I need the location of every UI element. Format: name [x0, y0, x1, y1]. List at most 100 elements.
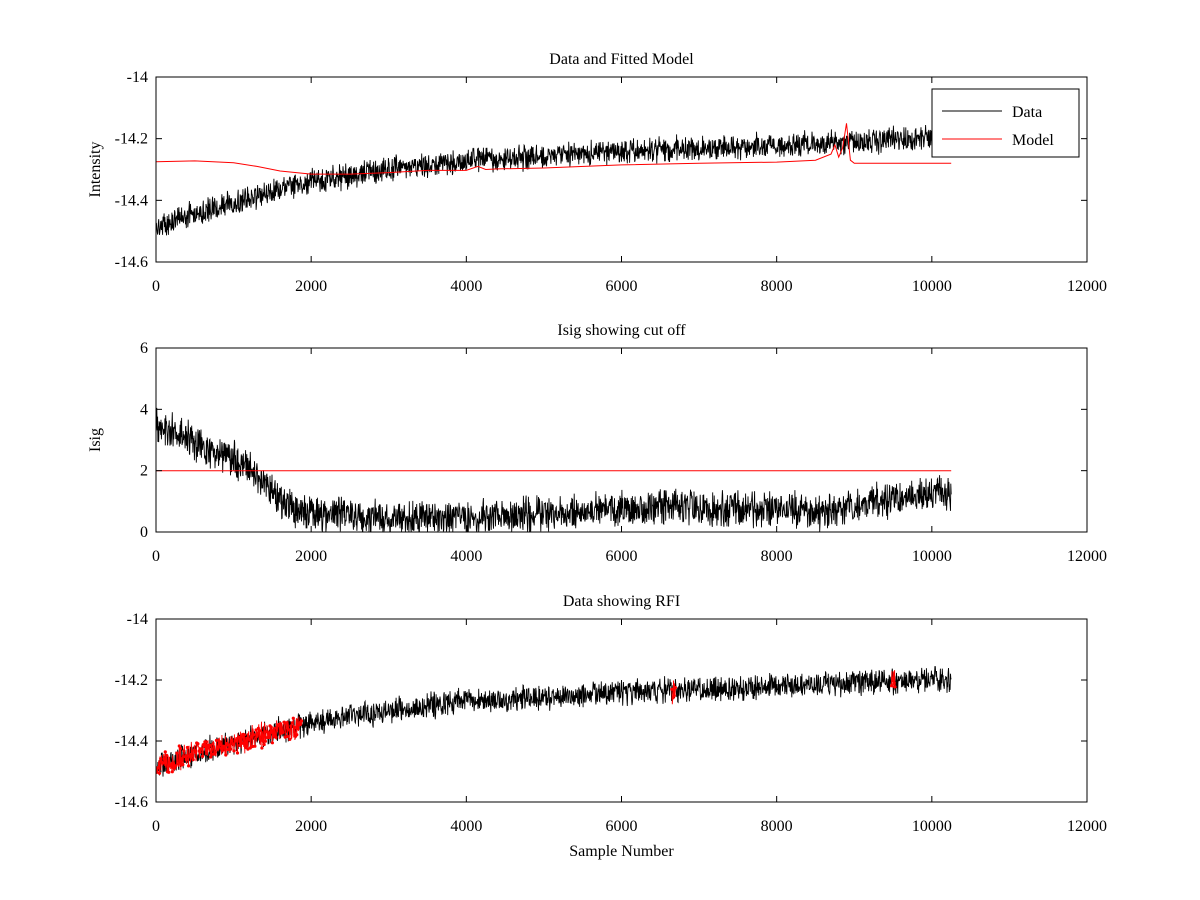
x-tick-label: 8000: [761, 818, 793, 835]
rfi-marker: [274, 735, 278, 739]
rfi-marker: [185, 745, 189, 750]
series-line-isig: [156, 407, 952, 532]
series-line-data: [156, 124, 952, 236]
plot-area: 0 2000 4000 6000 8000 10000 12000-14.6-14.4-14…: [87, 51, 1107, 860]
rfi-marker: [262, 742, 266, 747]
rfi-marker: [275, 726, 279, 730]
rfi-marker: [295, 733, 299, 737]
rfi-marker: [194, 750, 198, 755]
rfi-marker: [164, 753, 169, 758]
rfi-marker: [267, 735, 271, 740]
rfi-marker: [163, 750, 167, 754]
chart-title: Isig showing cut off: [557, 322, 686, 339]
rfi-marker: [198, 750, 202, 754]
series-group: [156, 407, 952, 532]
chart-title: Data showing RFI: [563, 593, 680, 610]
rfi-marker: [240, 741, 244, 745]
rfi-marker: [206, 746, 210, 750]
rfi-marker: [167, 770, 171, 774]
y-tick-label: -14: [127, 69, 148, 86]
rfi-marker: [202, 742, 206, 747]
rfi-marker: [209, 755, 213, 759]
rfi-marker: [670, 687, 674, 691]
x-tick-label: 12000: [1067, 278, 1107, 295]
rfi-marker: [173, 766, 177, 770]
rfi-marker: [196, 742, 200, 746]
x-tick-label: 2000: [295, 278, 327, 295]
rfi-marker: [228, 747, 233, 751]
rfi-marker: [672, 694, 676, 698]
rfi-marker: [289, 724, 293, 728]
rfi-marker: [255, 731, 259, 735]
rfi-marker: [214, 738, 219, 743]
rfi-marker: [235, 751, 240, 755]
rfi-marker: [177, 744, 181, 748]
y-tick-label: -14.4: [115, 192, 148, 209]
y-tick-label: -14.6: [115, 254, 148, 271]
rfi-marker: [182, 749, 186, 753]
rfi-marker: [253, 744, 257, 748]
rfi-marker: [269, 725, 273, 729]
y-tick-label: 6: [140, 340, 148, 357]
rfi-marker: [249, 735, 253, 739]
series-group: [156, 123, 952, 236]
x-tick-label: 8000: [761, 278, 793, 295]
y-tick-label: -14.4: [115, 733, 148, 750]
rfi-marker: [183, 755, 187, 759]
rfi-marker: [171, 762, 176, 766]
rfi-marker: [159, 757, 163, 761]
rfi-marker: [270, 741, 274, 745]
x-axis-label: Sample Number: [569, 843, 674, 860]
rfi-marker: [246, 747, 250, 751]
subplot-1: 0 2000 4000 6000 8000 10000 12000 -14.6 -14.4 -14…: [87, 51, 1107, 295]
subplot-3: 0 2000 4000 6000 8000 10000 12000 -14.6 -14.4 -14…: [115, 593, 1107, 860]
rfi-marker: [278, 722, 283, 726]
x-tick-label: 2000: [295, 548, 327, 565]
rfi-marker: [261, 739, 265, 743]
rfi-marker: [191, 758, 195, 762]
x-tick-label: 0: [152, 548, 160, 565]
rfi-marker: [170, 770, 174, 774]
x-tick-label: 8000: [761, 548, 793, 565]
rfi-marker: [258, 729, 262, 733]
rfi-marker: [281, 730, 285, 735]
rfi-marker: [299, 719, 304, 723]
rfi-marker: [892, 682, 896, 686]
rfi-marker: [232, 749, 236, 753]
rfi-marker: [245, 744, 249, 748]
rfi-marker: [230, 738, 234, 743]
rfi-marker: [174, 764, 178, 768]
rfi-marker: [234, 738, 238, 742]
rfi-marker: [254, 728, 258, 732]
rfi-marker: [260, 746, 264, 750]
rfi-marker: [190, 753, 194, 758]
x-tick-label: 10000: [912, 278, 952, 295]
rfi-marker: [211, 742, 215, 746]
rfi-marker: [217, 745, 221, 749]
rfi-marker: [298, 722, 302, 727]
rfi-marker: [227, 743, 231, 747]
rfi-marker: [673, 686, 678, 690]
y-tick-label: 4: [140, 401, 148, 418]
series-line-model: [156, 123, 952, 175]
rfi-marker: [219, 746, 223, 751]
rfi-marker: [287, 728, 291, 732]
y-tick-label: -14.2: [115, 672, 148, 689]
x-tick-label: 6000: [606, 818, 638, 835]
rfi-marker: [199, 747, 203, 751]
rfi-marker: [213, 750, 217, 754]
rfi-marker: [220, 749, 224, 753]
rfi-marker: [176, 762, 180, 766]
chart-title: Data and Fitted Model: [549, 51, 694, 68]
rfi-marker: [893, 685, 897, 689]
rfi-marker: [207, 743, 212, 747]
x-tick-label: 0: [152, 818, 160, 835]
rfi-marker: [169, 764, 173, 768]
rfi-marker: [242, 733, 246, 737]
y-tick-label: 2: [140, 463, 148, 480]
series-group: [156, 666, 952, 777]
x-tick-label: 0: [152, 278, 160, 295]
legend: Data Model: [931, 88, 1080, 158]
rfi-marker: [237, 735, 241, 739]
y-tick-label: -14.6: [115, 794, 148, 811]
